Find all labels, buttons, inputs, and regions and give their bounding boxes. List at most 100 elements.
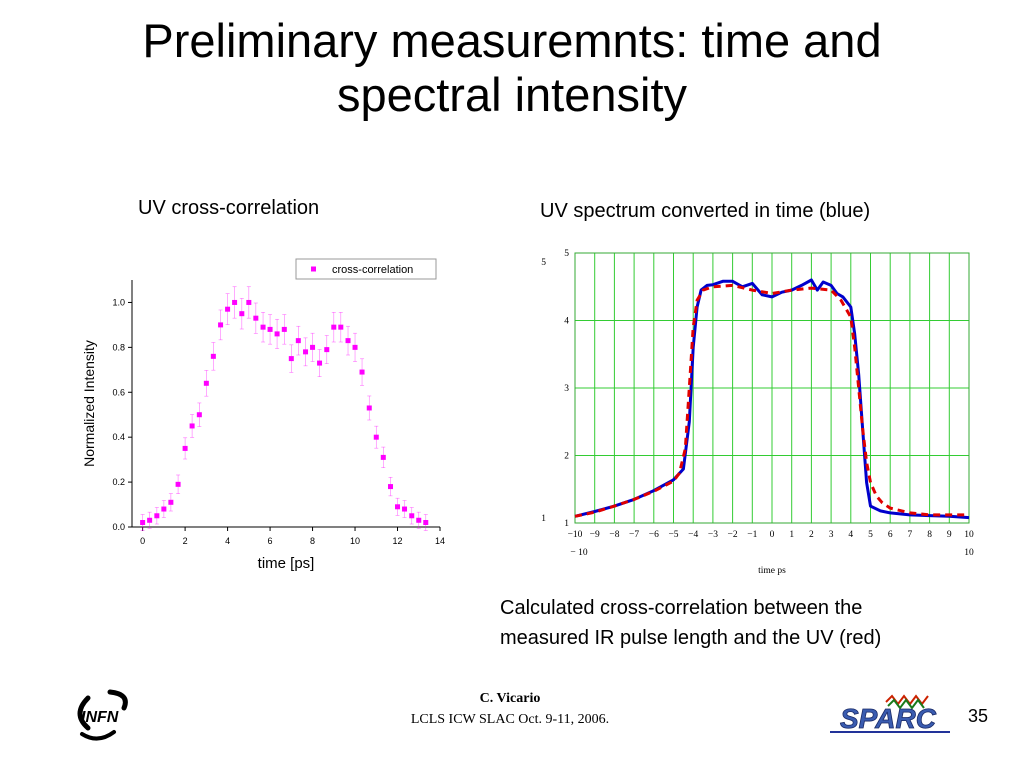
- x-tick-label: −4: [688, 530, 698, 540]
- calculated-cross-correlation-line: [574, 283, 969, 518]
- data-point: [175, 481, 181, 487]
- data-point: [260, 324, 266, 330]
- data-point: [402, 506, 408, 512]
- footer-event: LCLS ICW SLAC Oct. 9-11, 2006.: [410, 712, 610, 727]
- data-point: [366, 405, 372, 411]
- x-tick-label: −7: [629, 530, 639, 540]
- data-point: [281, 326, 287, 332]
- infn-logo-text: INFN: [81, 709, 119, 726]
- data-point: [189, 423, 195, 429]
- x-tick-label: 1: [789, 530, 794, 540]
- data-point: [423, 520, 429, 526]
- x-tick-label: 10: [964, 530, 974, 540]
- data-point: [210, 353, 216, 359]
- data-point: [373, 434, 379, 440]
- footer-author: C. Vicario: [479, 691, 541, 706]
- slide-title: Preliminary measuremnts: time and spectr…: [0, 14, 1024, 122]
- y-range-min-label: 1: [541, 514, 546, 524]
- y-tick-label: 2: [564, 452, 569, 462]
- x-tick-label: 6: [888, 530, 893, 540]
- data-point: [196, 412, 202, 418]
- data-point: [253, 315, 259, 321]
- legend-box: [295, 258, 437, 280]
- data-point: [338, 324, 344, 330]
- x-tick-label: 2: [809, 530, 814, 540]
- infn-logo: INFN: [77, 689, 128, 741]
- x-axis-title: time [ps]: [258, 555, 315, 572]
- data-point: [310, 344, 316, 350]
- x-tick-label: 2: [183, 536, 188, 546]
- x-tick-label: 0: [140, 536, 145, 546]
- calculation-note: Calculated cross-correlation between the…: [500, 593, 1000, 653]
- data-point: [225, 306, 231, 312]
- data-point: [317, 360, 323, 366]
- page-number: 35: [968, 706, 989, 726]
- data-point: [218, 322, 224, 328]
- x-tick-label: 9: [947, 530, 952, 540]
- y-tick-label: 0.6: [112, 387, 125, 397]
- x-tick-label: 14: [435, 536, 445, 546]
- data-point: [168, 499, 174, 505]
- data-point: [352, 344, 358, 350]
- x-tick-label: −3: [708, 530, 718, 540]
- y-tick-label: 0.8: [112, 342, 125, 352]
- x-tick-label: 4: [848, 530, 853, 540]
- x-axis-title: time ps: [758, 566, 786, 576]
- x-tick-label: −2: [728, 530, 738, 540]
- data-point: [154, 513, 160, 519]
- data-point: [359, 369, 365, 375]
- x-tick-label: 7: [908, 530, 913, 540]
- data-point: [147, 517, 153, 523]
- y-tick-label: 4: [564, 317, 569, 327]
- x-tick-label: 10: [350, 536, 360, 546]
- spectrum-time-chart: −10 −9 −8 −7 −6 −5 −4 −3 −2 −1 0 1 2 3 4 5 6 7 8 9 1012345− …: [541, 249, 974, 576]
- cross-correlation-chart: 0 2 4 6 8 10 12 14 0.0 0.2 0.4 0.6 0.8 1.0 time [ps] No…: [81, 258, 445, 572]
- data-point: [380, 454, 386, 460]
- data-point: [203, 380, 209, 386]
- x-tick-label: 12: [393, 536, 403, 546]
- data-point: [140, 520, 146, 526]
- y-tick-label: 0.4: [112, 432, 125, 442]
- right-chart-caption: UV spectrum converted in time (blue): [540, 200, 871, 222]
- data-point: [232, 299, 238, 305]
- data-point: [182, 445, 188, 451]
- y-tick-label: 5: [564, 249, 569, 259]
- data-point: [409, 513, 415, 519]
- data-point: [295, 338, 301, 344]
- slide-title-line-2: spectral intensity: [336, 68, 688, 121]
- data-point: [274, 331, 280, 337]
- y-tick-label: 1: [564, 519, 569, 529]
- legend-label: cross-correlation: [332, 264, 413, 276]
- y-tick-label: 0.2: [112, 477, 125, 487]
- x-tick-label: 8: [310, 536, 315, 546]
- sparc-logo-text: SPARC: [840, 703, 937, 734]
- note-line-1: Calculated cross-correlation between the: [500, 597, 863, 619]
- y-tick-label: 0.0: [112, 522, 125, 532]
- y-axis-title: Normalized Intensity: [81, 340, 97, 467]
- x-tick-label: 6: [268, 536, 273, 546]
- y-tick-label: 1.0: [112, 297, 125, 307]
- x-range-min-label: − 10: [570, 548, 587, 558]
- slide-title-line-1: Preliminary measuremnts: time and: [142, 14, 882, 67]
- data-point: [388, 484, 394, 490]
- data-point: [324, 347, 330, 353]
- sparc-logo: SPARC: [830, 694, 950, 734]
- footer: C. Vicario LCLS ICW SLAC Oct. 9-11, 2006…: [340, 688, 680, 730]
- data-point: [267, 326, 273, 332]
- x-range-max-label: 10: [964, 548, 974, 558]
- chart-legend: cross-correlation: [295, 258, 437, 280]
- note-line-2: measured IR pulse length and the UV (red…: [500, 627, 882, 649]
- data-point: [161, 506, 167, 512]
- data-point: [239, 311, 245, 317]
- x-tick-label: −6: [649, 530, 659, 540]
- x-tick-label: 8: [927, 530, 932, 540]
- data-point: [331, 324, 337, 330]
- data-point: [395, 504, 401, 510]
- legend-marker: [311, 266, 316, 272]
- x-tick-label: 3: [829, 530, 834, 540]
- x-tick-label: 5: [868, 530, 873, 540]
- x-tick-label: −10: [568, 530, 583, 540]
- x-tick-label: −9: [590, 530, 600, 540]
- x-tick-label: 4: [225, 536, 230, 546]
- x-tick-label: 0: [770, 530, 775, 540]
